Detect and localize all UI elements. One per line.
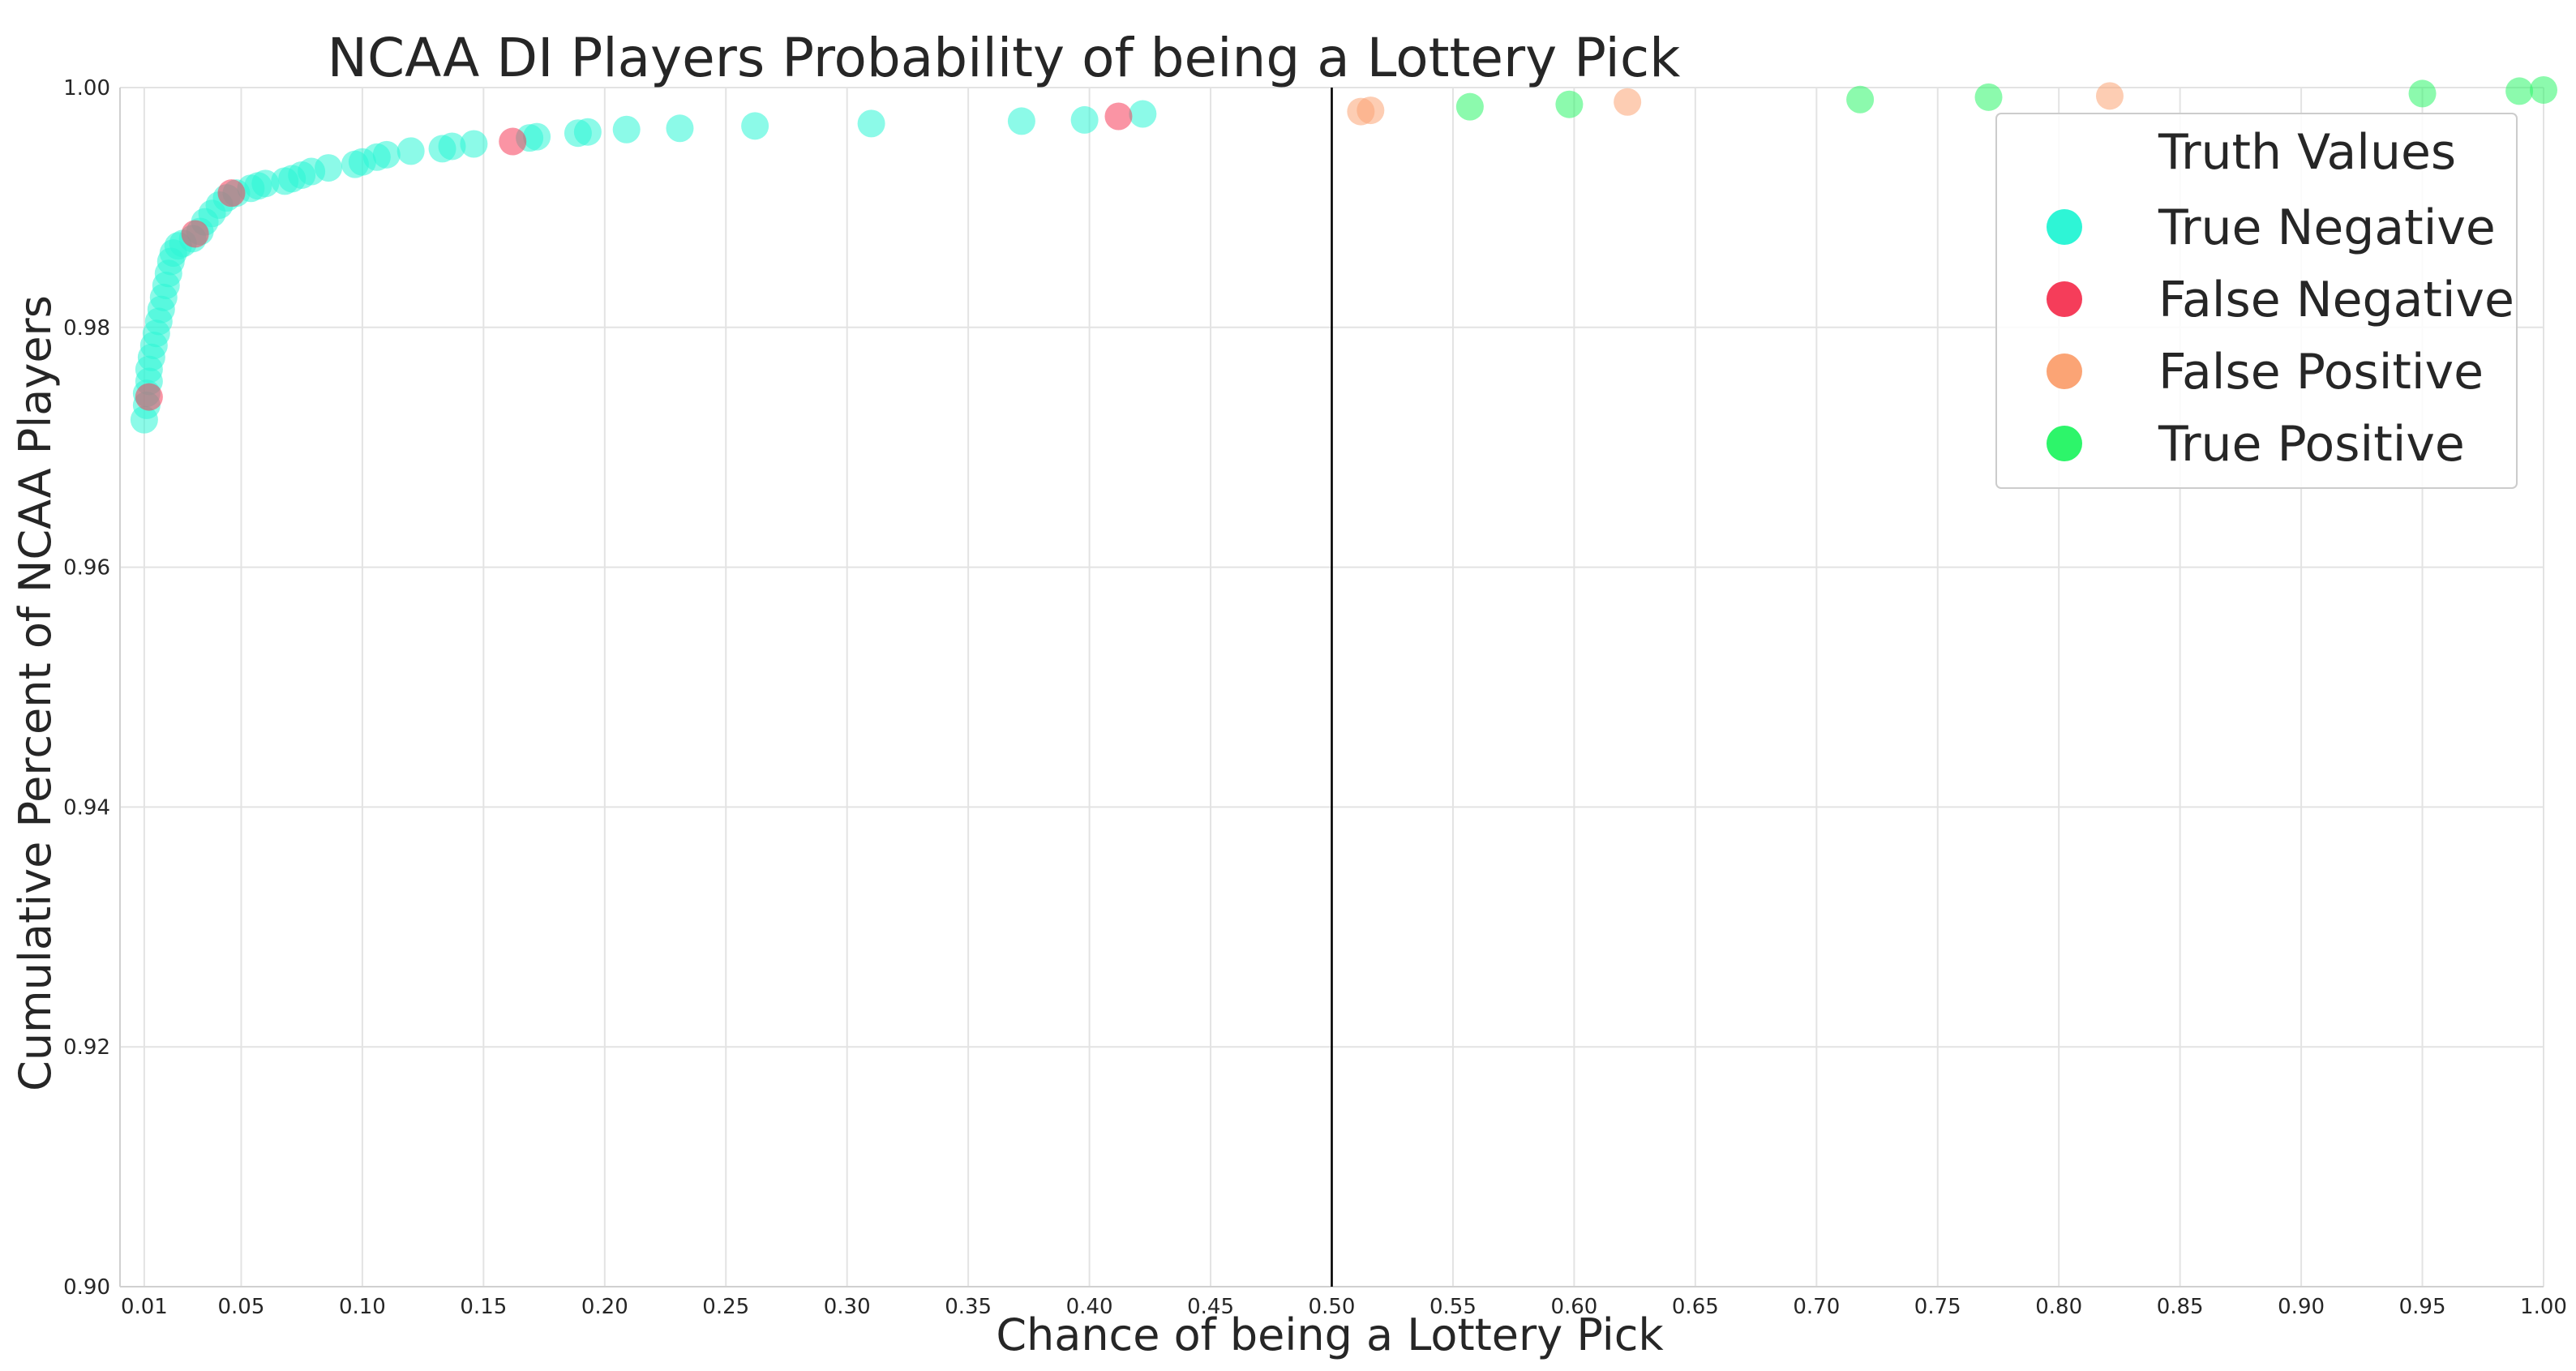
- y-tick-label: 0.90: [63, 1275, 110, 1300]
- point-true-positive: [1455, 92, 1484, 121]
- point-true-negative: [460, 130, 488, 158]
- x-tick-label: 0.15: [460, 1295, 507, 1319]
- legend-entries: True Negative False Negative False Positiv…: [2047, 199, 2514, 473]
- legend-marker-true-negative: [2047, 209, 2082, 245]
- point-true-negative: [396, 137, 425, 165]
- point-true-negative: [372, 140, 401, 169]
- legend-marker-false-negative: [2047, 281, 2082, 317]
- point-true-positive: [2530, 75, 2557, 104]
- x-tick-label: 0.50: [1309, 1295, 1356, 1319]
- point-true-negative: [1007, 107, 1035, 135]
- point-true-negative: [857, 109, 885, 138]
- legend-label-false-negative: False Negative: [2158, 272, 2514, 328]
- point-false-positive: [1614, 88, 1642, 116]
- x-tick-label: 0.70: [1793, 1295, 1840, 1319]
- y-tick-label: 0.92: [63, 1035, 110, 1060]
- point-false-negative: [135, 383, 163, 411]
- point-false-negative: [181, 220, 209, 248]
- legend: Truth Values True Negative False Negative…: [1995, 113, 2518, 489]
- x-tick-labels: 0.01 0.05 0.10 0.15 0.20 0.25 0.30 0.35 0.40 0.45…: [121, 1295, 2567, 1319]
- point-false-positive: [2095, 82, 2124, 110]
- y-tick-label: 0.98: [63, 316, 110, 341]
- point-true-negative: [612, 115, 641, 144]
- point-false-negative: [217, 179, 246, 208]
- y-axis-label: Cumulative Percent of NCAA Players: [10, 295, 61, 1091]
- legend-frame: [1995, 113, 2518, 489]
- point-true-positive: [1555, 90, 1584, 118]
- point-true-negative: [523, 122, 551, 151]
- point-true-negative: [573, 118, 602, 146]
- legend-marker-false-positive: [2047, 353, 2082, 389]
- point-true-positive: [2408, 79, 2437, 108]
- point-false-negative: [499, 127, 527, 156]
- y-tick-label: 1.00: [63, 76, 110, 101]
- data-points: [130, 75, 2557, 434]
- x-tick-label: 0.75: [1914, 1295, 1961, 1319]
- x-tick-label: 0.10: [339, 1295, 386, 1319]
- x-tick-label: 0.30: [824, 1295, 871, 1319]
- point-false-positive: [1357, 96, 1385, 125]
- x-axis-label: Chance of being a Lottery Pick: [996, 1309, 1664, 1360]
- x-tick-label: 0.01: [121, 1295, 168, 1319]
- x-tick-label: 0.25: [702, 1295, 749, 1319]
- legend-title: Truth Values: [2158, 124, 2456, 181]
- x-tick-label: 0.95: [2399, 1295, 2446, 1319]
- point-true-negative: [741, 112, 769, 140]
- y-tick-label: 0.96: [63, 556, 110, 581]
- point-true-negative: [666, 114, 694, 143]
- legend-label-false-positive: False Positive: [2158, 344, 2484, 401]
- point-false-negative: [1104, 102, 1133, 131]
- chart-title: NCAA DI Players Probability of being a L…: [328, 27, 1682, 89]
- x-tick-label: 0.40: [1066, 1295, 1113, 1319]
- point-true-negative: [438, 132, 466, 161]
- x-tick-label: 0.60: [1550, 1295, 1597, 1319]
- x-tick-label: 0.85: [2157, 1295, 2204, 1319]
- point-true-negative: [1070, 105, 1099, 134]
- point-true-positive: [2505, 77, 2534, 105]
- x-tick-label: 1.00: [2520, 1295, 2567, 1319]
- point-true-negative: [1129, 100, 1157, 128]
- legend-marker-true-positive: [2047, 426, 2082, 461]
- x-tick-label: 0.45: [1187, 1295, 1234, 1319]
- x-tick-label: 0.20: [581, 1295, 628, 1319]
- x-tick-label: 0.35: [945, 1295, 992, 1319]
- x-tick-label: 0.65: [1672, 1295, 1719, 1319]
- x-tick-label: 0.55: [1429, 1295, 1477, 1319]
- point-true-positive: [1974, 83, 2003, 111]
- x-tick-label: 0.80: [2035, 1295, 2082, 1319]
- y-tick-label: 0.94: [63, 795, 110, 820]
- point-true-positive: [1846, 85, 1875, 114]
- x-tick-label: 0.90: [2278, 1295, 2325, 1319]
- x-tick-label: 0.05: [218, 1295, 265, 1319]
- point-true-negative: [315, 154, 343, 182]
- legend-label-true-negative: True Negative: [2158, 199, 2496, 256]
- y-tick-labels: 0.90 0.92 0.94 0.96 0.98 1.00: [63, 76, 110, 1300]
- legend-label-true-positive: True Positive: [2158, 416, 2465, 473]
